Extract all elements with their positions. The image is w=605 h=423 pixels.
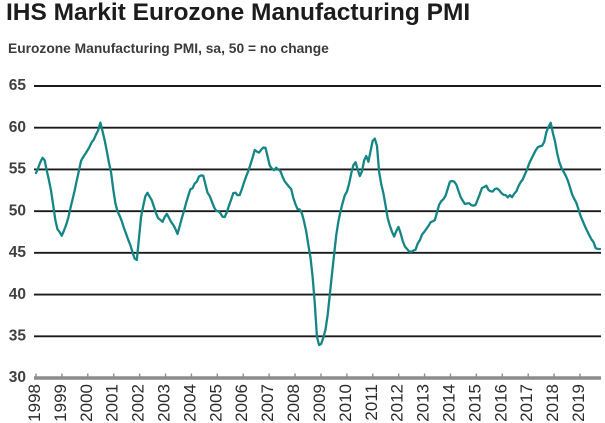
svg-text:2013: 2013 bbox=[414, 384, 433, 422]
svg-text:2018: 2018 bbox=[543, 384, 562, 422]
svg-text:2019: 2019 bbox=[569, 384, 588, 422]
svg-text:2009: 2009 bbox=[310, 384, 329, 422]
svg-text:2001: 2001 bbox=[103, 384, 122, 422]
svg-text:45: 45 bbox=[9, 244, 27, 261]
svg-text:2004: 2004 bbox=[180, 384, 199, 422]
svg-text:65: 65 bbox=[9, 77, 27, 94]
svg-text:2002: 2002 bbox=[129, 384, 148, 422]
svg-text:2015: 2015 bbox=[465, 384, 484, 422]
svg-text:2014: 2014 bbox=[439, 384, 458, 422]
svg-text:60: 60 bbox=[9, 119, 26, 136]
svg-text:2017: 2017 bbox=[517, 384, 536, 422]
svg-text:2010: 2010 bbox=[336, 384, 355, 422]
svg-text:2011: 2011 bbox=[362, 384, 381, 421]
svg-text:2005: 2005 bbox=[206, 384, 225, 422]
svg-text:50: 50 bbox=[9, 202, 26, 219]
svg-text:2012: 2012 bbox=[388, 384, 407, 422]
svg-text:35: 35 bbox=[9, 327, 27, 344]
svg-text:30: 30 bbox=[9, 369, 26, 386]
svg-text:2003: 2003 bbox=[155, 384, 174, 422]
svg-text:40: 40 bbox=[9, 286, 26, 303]
svg-text:2016: 2016 bbox=[491, 384, 510, 422]
svg-text:1999: 1999 bbox=[51, 384, 70, 422]
svg-text:2000: 2000 bbox=[77, 384, 96, 422]
svg-text:55: 55 bbox=[9, 161, 27, 178]
svg-text:2007: 2007 bbox=[258, 384, 277, 422]
svg-text:1998: 1998 bbox=[25, 384, 44, 422]
svg-text:2008: 2008 bbox=[284, 384, 303, 422]
svg-text:2006: 2006 bbox=[232, 384, 251, 422]
